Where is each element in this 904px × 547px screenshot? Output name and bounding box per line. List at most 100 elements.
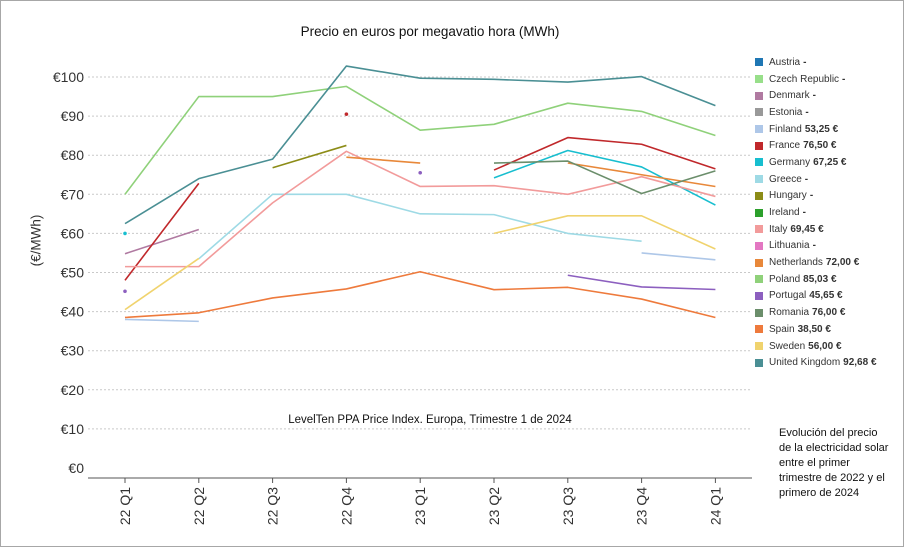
- data-point: [123, 231, 127, 236]
- legend-name: Denmark: [769, 90, 810, 102]
- legend-swatch: [755, 291, 763, 300]
- legend-value: -: [809, 190, 814, 202]
- series-line: [124, 85, 716, 195]
- series-line: [346, 156, 421, 164]
- legend-value: -: [805, 106, 809, 118]
- legend-name: Poland: [769, 273, 801, 285]
- legend-value: 76,50 €: [803, 140, 837, 152]
- legend-name: Lithuania: [769, 240, 810, 252]
- series-line: [493, 215, 716, 250]
- legend-name: Portugal: [769, 290, 807, 302]
- legend-name: Romania: [769, 307, 810, 319]
- series-romania: [493, 160, 716, 195]
- legend-item[interactable]: Austria -: [755, 54, 900, 71]
- x-tick-label: 22 Q4: [338, 487, 354, 525]
- legend-swatch: [755, 325, 763, 334]
- legend-value: 53,25 €: [804, 123, 839, 135]
- chart-note: Evolución del precio de la electricidad …: [779, 427, 889, 499]
- legend-item[interactable]: Italy 69,45 €: [755, 221, 900, 238]
- legend-name: Finland: [769, 123, 802, 135]
- legend-item[interactable]: France 76,50 €: [755, 137, 900, 154]
- legend-swatch: [755, 191, 763, 200]
- y-tick-labels: €0 €10 €20 €30 €40 €50 €60 €70 €80 €90 €100: [53, 69, 84, 476]
- y-tick-label: €80: [61, 147, 85, 163]
- legend-item[interactable]: Netherlands 72,00 €: [755, 254, 900, 271]
- series-line: [567, 274, 716, 291]
- legend-swatch: [755, 125, 763, 134]
- legend-value: 92,68 €: [843, 357, 877, 369]
- legend-item[interactable]: Finland 53,25 €: [755, 121, 900, 138]
- x-tick-label: 23 Q3: [560, 487, 576, 525]
- x-tick-label: 23 Q1: [412, 487, 428, 525]
- legend-value: 69,45 €: [790, 223, 824, 235]
- y-tick-label: €10: [61, 421, 85, 437]
- legend-value: -: [812, 240, 816, 252]
- legend-value: 38,50 €: [797, 323, 831, 335]
- legend-item[interactable]: Hungary -: [755, 188, 900, 205]
- series-france: [124, 112, 716, 281]
- legend-name: Austria: [769, 56, 801, 68]
- legend-item[interactable]: Portugal 45,65 €: [755, 288, 900, 305]
- legend-swatch: [755, 108, 763, 117]
- legend-swatch: [755, 241, 763, 250]
- legend-swatch: [755, 308, 763, 317]
- legend-item[interactable]: Denmark -: [755, 87, 900, 104]
- legend-item[interactable]: Romania 76,00 €: [755, 304, 900, 321]
- series-sweden: [124, 215, 716, 311]
- x-tick-label: 23 Q4: [634, 487, 650, 525]
- legend-swatch: [755, 275, 763, 284]
- series-united-kingdom: [124, 65, 716, 225]
- legend-name: Hungary: [769, 190, 807, 202]
- series-line: [124, 228, 200, 255]
- legend-item[interactable]: Sweden 56,00 €: [755, 338, 900, 355]
- y-tick-label: €0: [68, 460, 84, 476]
- series-greece: [198, 193, 642, 260]
- legend-item[interactable]: United Kingdom 92,68 €: [755, 354, 900, 371]
- series-hungary: [272, 144, 347, 169]
- x-tick-label: 24 Q1: [707, 487, 723, 525]
- series-line: [641, 252, 716, 261]
- series-portugal: [123, 170, 716, 294]
- legend-item[interactable]: Ireland -: [755, 204, 900, 221]
- legend-item[interactable]: Greece -: [755, 171, 900, 188]
- legend-item[interactable]: Spain 38,50 €: [755, 321, 900, 338]
- legend-item[interactable]: Poland 85,03 €: [755, 271, 900, 288]
- series-line: [125, 150, 716, 268]
- legend-value: -: [804, 173, 809, 185]
- y-tick-label: €40: [61, 304, 85, 320]
- legend-name: United Kingdom: [769, 357, 841, 369]
- legend-name: Netherlands: [769, 257, 823, 269]
- legend-value: -: [842, 73, 846, 85]
- series-line: [124, 182, 200, 281]
- series-line: [124, 318, 199, 323]
- series-finland: [124, 252, 716, 323]
- legend-name: Greece: [769, 173, 802, 185]
- legend-value: 67,25 €: [813, 156, 847, 168]
- legend-swatch: [755, 358, 763, 367]
- series-line: [198, 193, 642, 260]
- x-tick-label: 22 Q3: [265, 487, 281, 525]
- legend-name: Italy: [769, 223, 788, 235]
- legend-name: Estonia: [769, 106, 803, 118]
- x-tick-label: 22 Q1: [117, 487, 133, 525]
- series-line: [124, 270, 716, 319]
- legend-item[interactable]: Lithuania -: [755, 238, 900, 255]
- legend-item[interactable]: Estonia -: [755, 104, 900, 121]
- legend-swatch: [755, 225, 763, 234]
- y-tick-label: €60: [61, 225, 85, 241]
- x-tick-label: 22 Q2: [191, 487, 207, 525]
- legend-swatch: [755, 258, 763, 267]
- legend-value: 85,03 €: [803, 273, 837, 285]
- series-poland: [124, 85, 716, 195]
- legend-swatch: [755, 342, 763, 351]
- x-tick-label: 23 Q2: [486, 487, 502, 525]
- legend-item[interactable]: Germany 67,25 €: [755, 154, 900, 171]
- series-spain: [124, 270, 716, 319]
- legend-item[interactable]: Czech Republic -: [755, 71, 900, 88]
- legend-name: France: [769, 140, 801, 152]
- series-line: [493, 136, 716, 171]
- data-point: [418, 170, 423, 175]
- legend-value: 56,00 €: [808, 340, 842, 352]
- legend: Austria - Czech Republic - Denmark - Estonia - F…: [755, 54, 900, 371]
